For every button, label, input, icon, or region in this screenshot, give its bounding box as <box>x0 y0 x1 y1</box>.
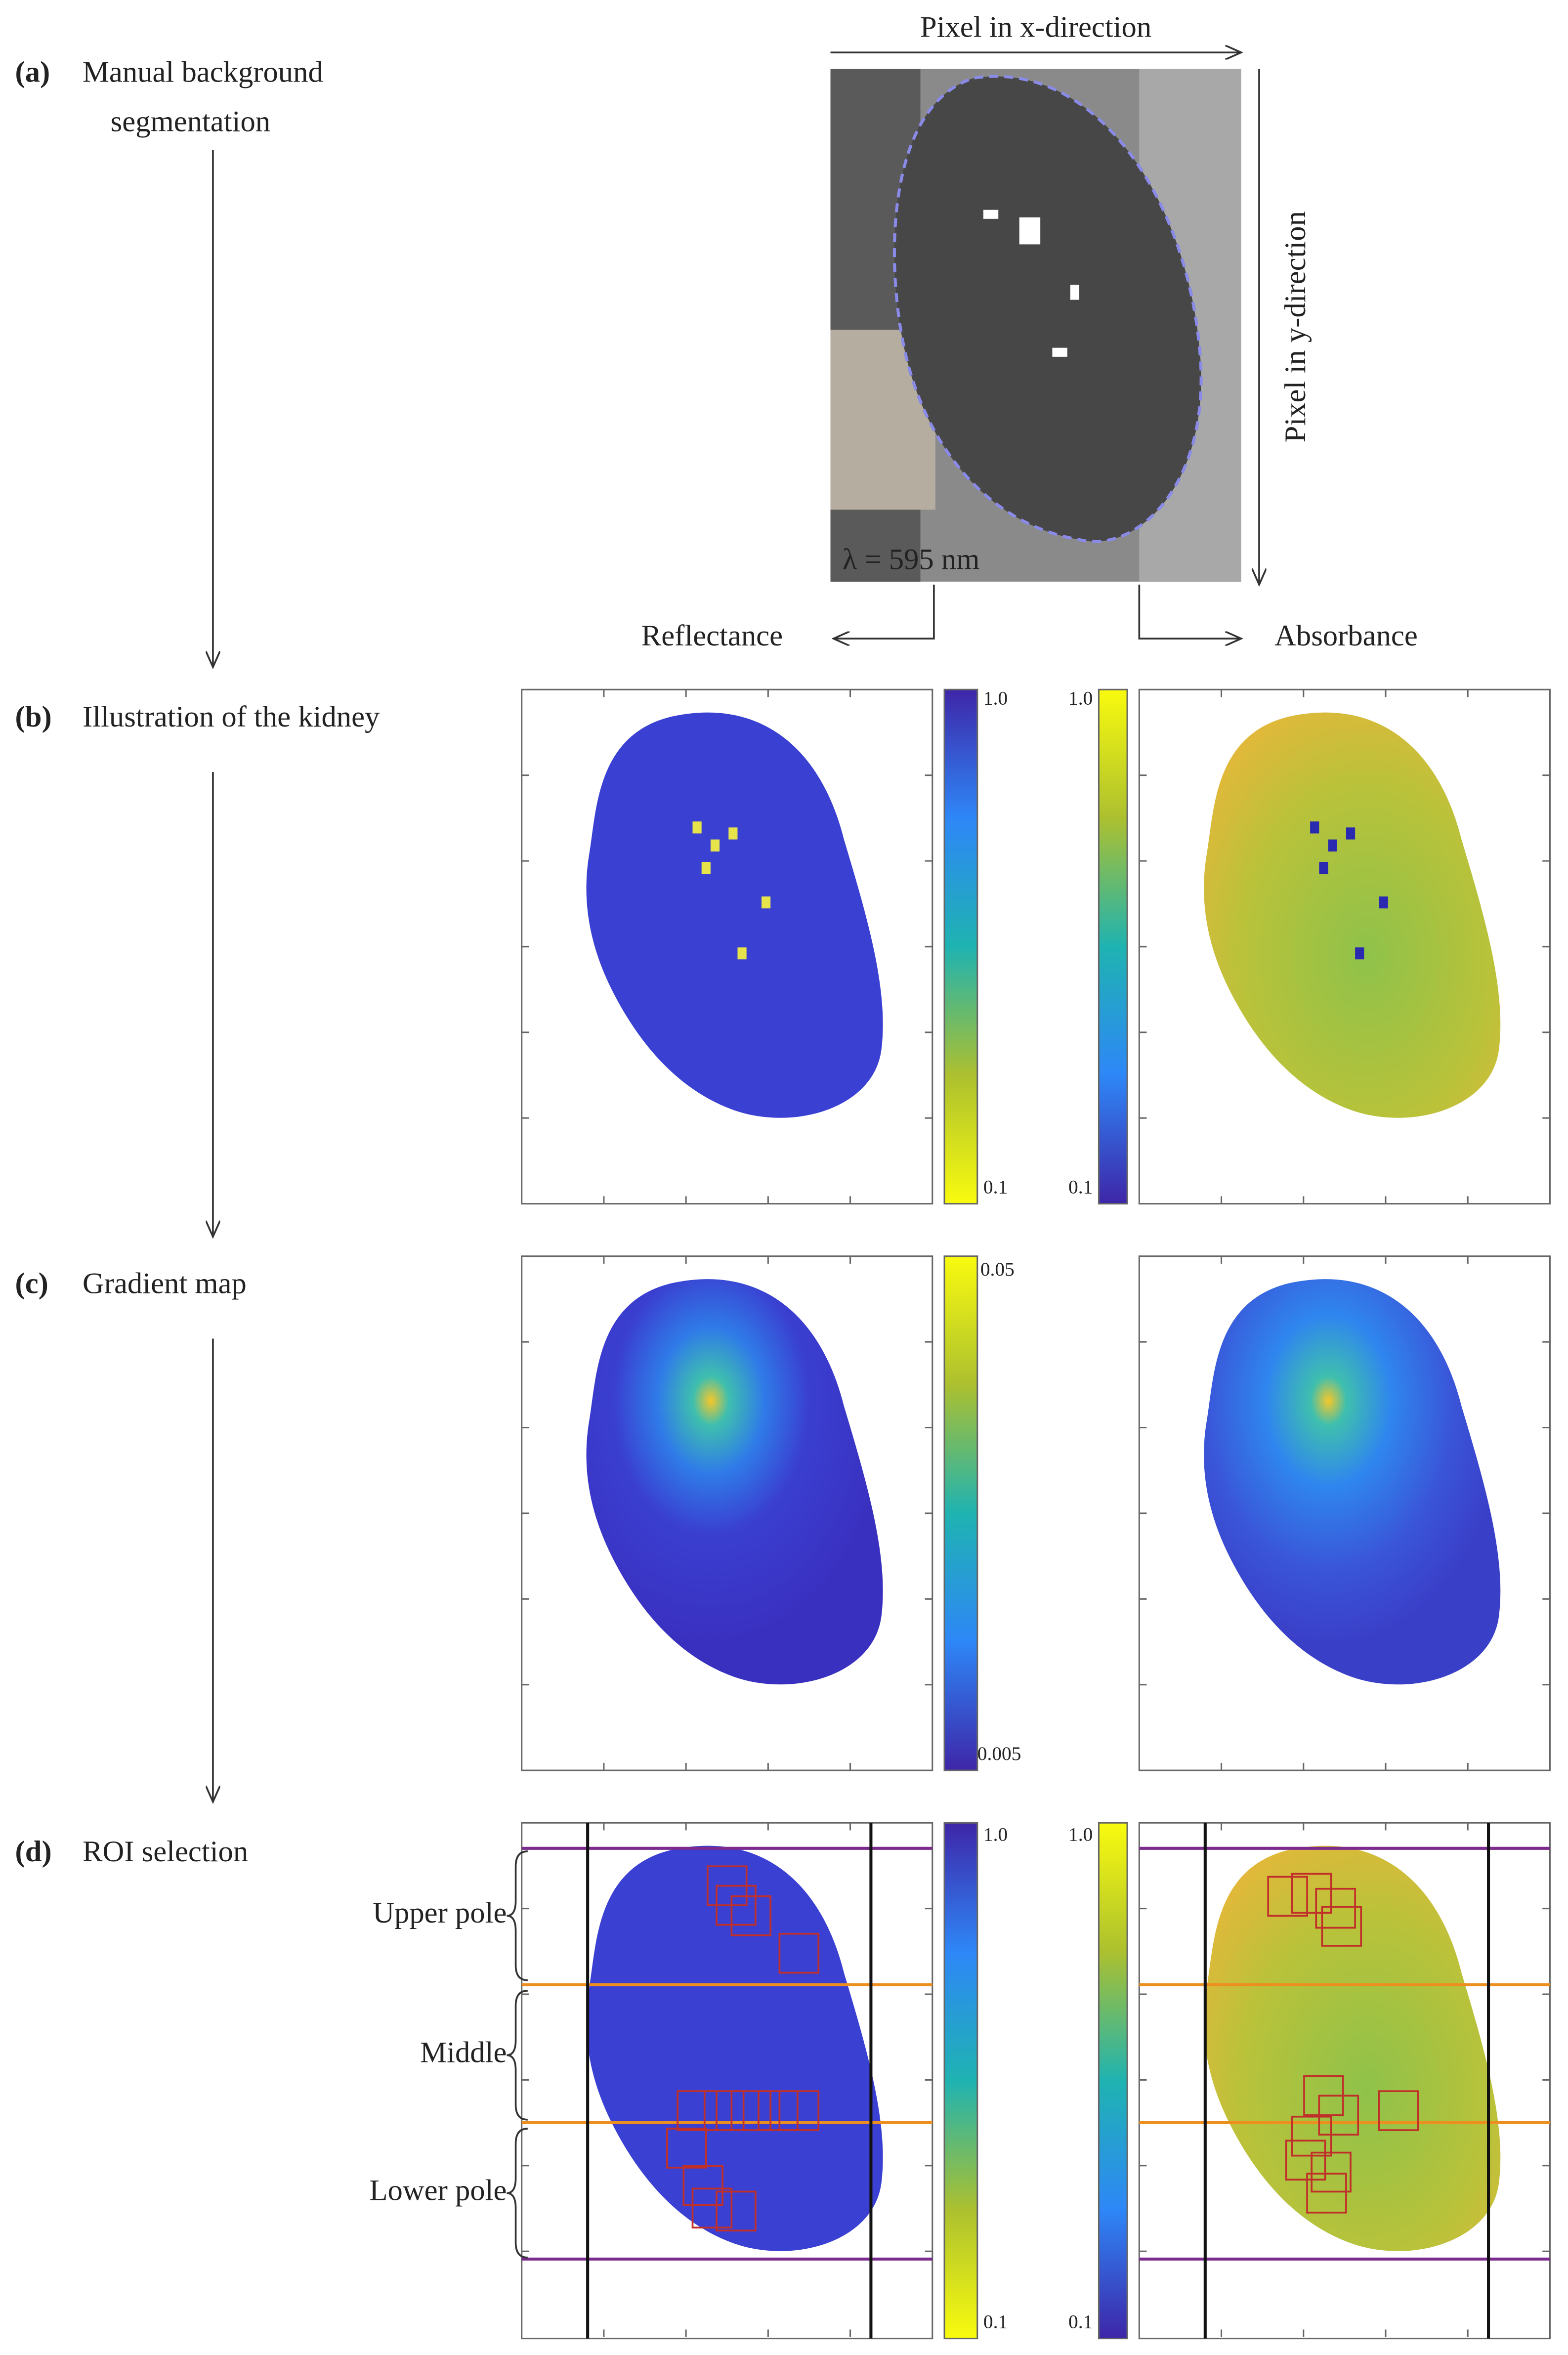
region-label: Middle <box>420 2036 507 2069</box>
colorbar-label: 0.1 <box>983 1176 1008 1198</box>
glare <box>1052 347 1067 357</box>
roi-box <box>1315 1887 1356 1929</box>
colorbar-label: 1.0 <box>983 1824 1008 1845</box>
branch-arrow <box>834 584 935 639</box>
roi-box <box>682 2165 723 2206</box>
colorbar-label: 1.0 <box>1068 687 1093 709</box>
y-axis-label: Pixel in y-direction <box>1279 211 1312 442</box>
step-letter: (b) <box>15 700 52 733</box>
glare <box>983 210 999 219</box>
step-letter: (c) <box>15 1267 48 1300</box>
speck <box>1310 821 1319 834</box>
speck <box>762 896 771 909</box>
glare <box>1070 285 1080 300</box>
speck <box>710 839 720 852</box>
colorbar-label: 1.0 <box>983 687 1008 709</box>
speck <box>692 821 702 834</box>
roi-box <box>716 2190 757 2232</box>
glare <box>1019 217 1041 245</box>
segmentation-outline <box>892 75 1203 543</box>
colorbar-label: 1.0 <box>1068 1824 1093 1845</box>
colorbar <box>943 1255 978 1771</box>
step-label: Illustration of the kidney <box>83 700 380 733</box>
roi-box <box>1306 2173 1347 2214</box>
wavelength-label: λ = 595 nm <box>843 543 980 576</box>
roi-box <box>1321 1906 1362 1947</box>
branch-label: Absorbance <box>1274 619 1418 652</box>
speck <box>1379 896 1388 909</box>
roi-box <box>758 2090 799 2131</box>
speck <box>728 827 738 840</box>
roi-box <box>666 2128 707 2169</box>
speck <box>1319 862 1328 874</box>
roi-box <box>1285 2140 1326 2181</box>
speck <box>1328 839 1337 852</box>
step-label: segmentation <box>111 105 270 138</box>
roi-box <box>703 2090 745 2131</box>
region-label: Upper pole <box>373 1896 507 1929</box>
roi-box <box>730 2090 772 2131</box>
step-letter: (d) <box>15 1835 52 1868</box>
roi-box <box>691 2187 733 2229</box>
roi-box <box>1291 1873 1332 1914</box>
colorbar-label: 0.005 <box>977 1743 1021 1764</box>
step-label: Manual background <box>83 56 323 89</box>
roi-box <box>1318 2095 1359 2136</box>
colorbar <box>1098 688 1128 1205</box>
step-label: ROI selection <box>83 1835 248 1868</box>
roi-box <box>778 1932 820 1974</box>
colorbar <box>943 1822 978 2340</box>
roi-box <box>677 2090 718 2131</box>
roi-box <box>1267 1876 1308 1917</box>
roi-box <box>1378 2090 1419 2131</box>
colorbar-label: 0.1 <box>1068 1176 1093 1198</box>
region-label: Lower pole <box>369 2174 507 2207</box>
roi-boxes <box>666 1865 1419 2232</box>
roi-box <box>730 1895 772 1936</box>
colorbar <box>943 688 978 1205</box>
step-label: Gradient map <box>83 1267 247 1300</box>
step-letter: (a) <box>15 56 50 89</box>
colorbar-label: 0.1 <box>983 2311 1008 2332</box>
colorbar <box>1098 1822 1128 2340</box>
colorbar-label: 0.1 <box>1068 2311 1093 2332</box>
roi-box <box>716 1884 757 1926</box>
x-axis-label: Pixel in x-direction <box>920 11 1151 44</box>
speck <box>737 947 747 960</box>
speck <box>1346 827 1356 840</box>
branch-label: Reflectance <box>641 619 783 652</box>
roi-box <box>778 2090 820 2131</box>
photo-panel: λ = 595 nm <box>830 69 1241 582</box>
colorbar-label: 0.05 <box>980 1258 1015 1280</box>
branch-arrow <box>1138 584 1241 639</box>
roi-box <box>1311 2151 1352 2193</box>
roi-boundaries <box>521 1823 1550 2339</box>
speck <box>1355 947 1364 960</box>
speck <box>701 862 711 874</box>
